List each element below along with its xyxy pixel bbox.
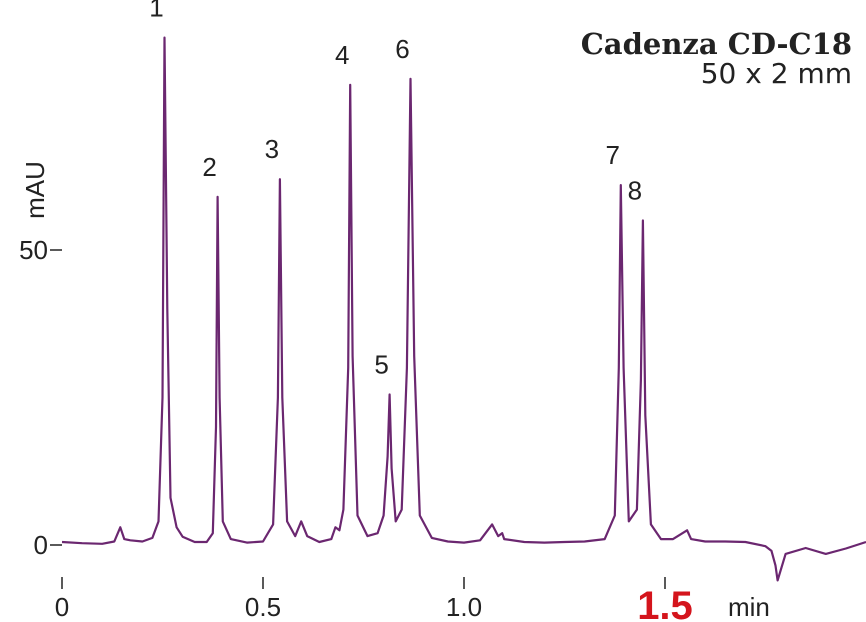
chromatogram-trace: [61, 36, 866, 582]
x-tick-label: 0.5: [245, 592, 281, 622]
x-tick-label: 1.0: [446, 592, 482, 622]
peak-label: 6: [395, 34, 409, 64]
x-tick-label: 0: [55, 592, 69, 622]
x-axis-label: min: [728, 592, 770, 622]
y-axis-label: mAU: [20, 161, 50, 219]
x-tick-label-highlight: 1.5: [637, 584, 693, 622]
peak-label: 7: [606, 140, 620, 170]
peak-label: 2: [202, 152, 216, 182]
peak-label: 5: [374, 350, 388, 380]
x-axis-ticks: 0 0.5 1.0 1.5: [55, 577, 693, 622]
peak-labels: 1 2 3 4 5 6 78: [149, 0, 642, 380]
peak-label: 4: [335, 40, 349, 70]
column-dimensions-subtitle: 50 x 2 mm: [701, 57, 852, 90]
column-name-title: Cadenza CD-C18: [581, 27, 852, 61]
y-axis-ticks: 0 50: [19, 235, 62, 560]
peak-label: 8: [628, 176, 642, 206]
y-tick-label: 0: [34, 530, 48, 560]
peak-label: 1: [149, 0, 163, 23]
peak-label: 3: [265, 134, 279, 164]
y-tick-label: 50: [19, 235, 48, 265]
